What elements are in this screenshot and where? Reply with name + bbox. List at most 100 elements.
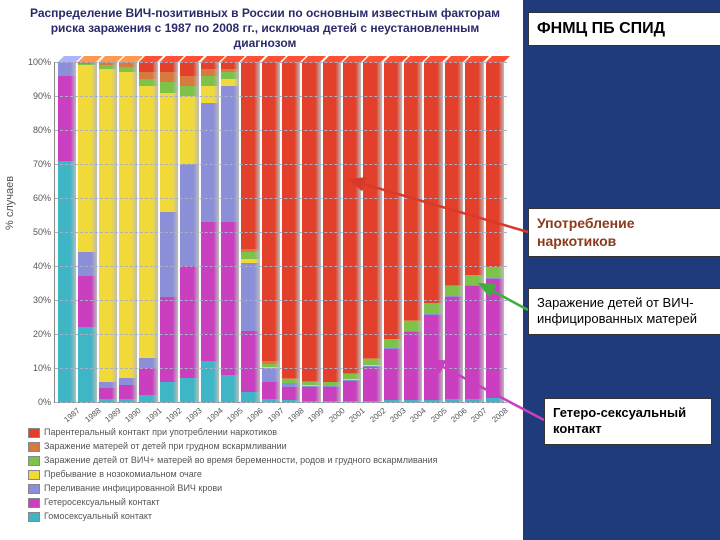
legend-label: Заражение матерей от детей при грудном в… <box>44 440 287 454</box>
callout-idu: Употребление наркотиков <box>528 208 720 257</box>
x-tick: 2005 <box>429 406 448 424</box>
segment-homo <box>221 375 239 402</box>
segment-hetero <box>343 381 361 401</box>
segment-blood <box>221 86 239 222</box>
segment-hetero <box>282 387 300 401</box>
x-tick: 2002 <box>368 406 387 424</box>
segment-vert <box>424 303 442 313</box>
segment-blood <box>139 358 157 368</box>
y-tick: 20% <box>33 329 51 339</box>
y-tick: 30% <box>33 295 51 305</box>
legend-label: Пребывание в нозокомиальном очаге <box>44 468 202 482</box>
x-tick: 1994 <box>205 406 224 424</box>
segment-hetero <box>241 331 259 392</box>
legend-item: Парентеральный контакт при употреблении … <box>28 426 508 440</box>
segment-homo <box>241 392 259 402</box>
callout-vert: Заражение детей от ВИЧ-инфицированных ма… <box>528 288 720 335</box>
segment-hetero <box>445 297 463 399</box>
segment-idu <box>201 62 219 69</box>
callout-hetero: Гетеро-сексуальный контакт <box>544 398 712 445</box>
segment-hetero <box>404 332 422 400</box>
segment-blood <box>78 252 96 276</box>
segment-vert <box>363 359 381 366</box>
segment-hetero <box>465 286 483 398</box>
segment-vert <box>241 252 259 259</box>
segment-hetero <box>262 382 280 399</box>
segment-hetero <box>139 368 157 395</box>
legend-label: Парентеральный контакт при употреблении … <box>44 426 277 440</box>
segment-hetero <box>363 367 381 401</box>
x-tick: 1998 <box>286 406 305 424</box>
x-tick: 1996 <box>246 406 265 424</box>
segment-blood <box>119 378 137 385</box>
segment-homo <box>180 378 198 402</box>
segment-homo <box>58 161 76 402</box>
segment-mater <box>160 72 178 82</box>
segment-hetero <box>302 387 320 401</box>
x-tick: 2000 <box>327 406 346 424</box>
segment-vert <box>445 286 463 296</box>
segment-hetero <box>99 388 117 398</box>
y-tick: 80% <box>33 125 51 135</box>
segment-idu <box>404 62 422 320</box>
x-tick: 1990 <box>124 406 143 424</box>
legend-swatch <box>28 470 40 480</box>
legend-item: Заражение детей от ВИЧ+ матерей во время… <box>28 454 508 468</box>
segment-mater <box>201 69 219 76</box>
segment-idu <box>363 62 381 358</box>
segment-vert <box>384 339 402 348</box>
segment-homo <box>78 327 96 402</box>
x-tick: 1988 <box>83 406 102 424</box>
x-tick: 1989 <box>103 406 122 424</box>
segment-mater <box>139 72 157 79</box>
x-tick: 1995 <box>225 406 244 424</box>
segment-hetero <box>119 385 137 399</box>
segment-idu <box>160 62 178 72</box>
segment-idu <box>139 62 157 72</box>
segment-vert <box>180 86 198 96</box>
segment-nosoc <box>160 93 178 212</box>
segment-nosoc <box>221 79 239 86</box>
segment-mater <box>180 76 198 86</box>
chart-title: Распределение ВИЧ-позитивных в России по… <box>20 6 510 51</box>
legend-item: Гомосексуальный контакт <box>28 510 508 524</box>
callout-org: ФНМЦ ПБ СПИД <box>528 12 720 46</box>
legend-swatch <box>28 456 40 466</box>
segment-vert <box>160 82 178 92</box>
segment-vert <box>465 275 483 285</box>
x-tick: 2008 <box>490 406 509 424</box>
segment-nosoc <box>78 65 96 252</box>
segment-vert <box>221 72 239 79</box>
segment-idu <box>384 62 402 339</box>
segment-idu <box>282 62 300 378</box>
y-tick: 40% <box>33 261 51 271</box>
segment-nosoc <box>139 86 157 358</box>
legend-item: Пребывание в нозокомиальном очаге <box>28 468 508 482</box>
segment-blood <box>58 62 76 76</box>
segment-idu <box>343 62 361 373</box>
segment-hetero <box>424 315 442 400</box>
segment-blood <box>262 368 280 382</box>
y-tick: 70% <box>33 159 51 169</box>
legend-swatch <box>28 498 40 508</box>
segment-blood <box>201 103 219 222</box>
slide: Распределение ВИЧ-позитивных в России по… <box>0 0 720 540</box>
x-tick: 2006 <box>449 406 468 424</box>
segment-idu <box>262 62 280 361</box>
x-tick: 2003 <box>388 406 407 424</box>
x-tick: 1993 <box>185 406 204 424</box>
y-tick: 100% <box>28 57 51 67</box>
legend-swatch <box>28 484 40 494</box>
x-tick: 2001 <box>347 406 366 424</box>
y-tick: 90% <box>33 91 51 101</box>
segment-vert <box>201 76 219 86</box>
segment-homo <box>160 382 178 402</box>
segment-blood <box>241 263 259 331</box>
legend-item: Заражение матерей от детей при грудном в… <box>28 440 508 454</box>
chart-panel: Распределение ВИЧ-позитивных в России по… <box>0 0 523 540</box>
y-tick: 50% <box>33 227 51 237</box>
segment-hetero <box>384 349 402 400</box>
legend-item: Переливание инфицированной ВИЧ крови <box>28 482 508 496</box>
segment-hetero <box>201 222 219 361</box>
segment-hetero <box>58 76 76 161</box>
